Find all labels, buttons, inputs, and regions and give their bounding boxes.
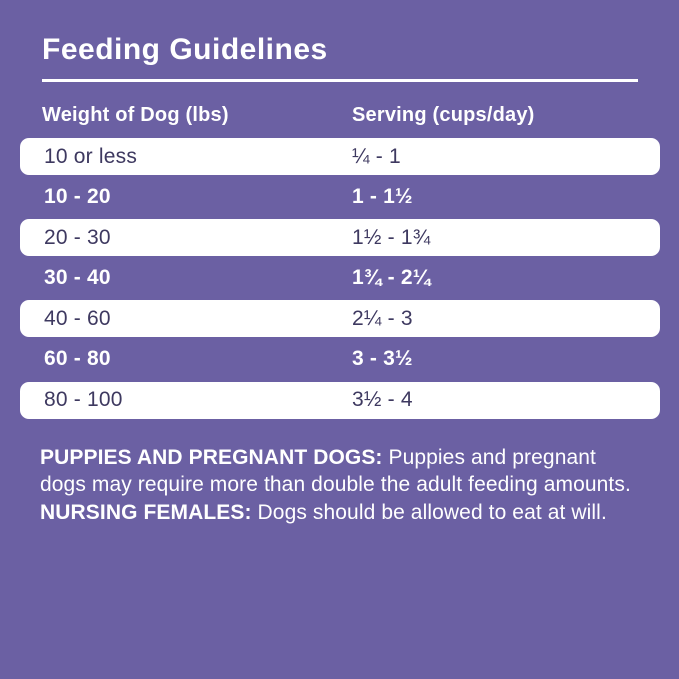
serving-cell: 2¼ - 3 — [352, 306, 413, 330]
footnote-bold-nursing: NURSING FEMALES: — [40, 500, 252, 524]
serving-cell: 1½ - 1¾ — [352, 225, 431, 249]
table-row: 10 or less ¼ - 1 — [20, 138, 660, 175]
column-header-weight: Weight of Dog (lbs) — [42, 104, 229, 126]
table-row: 80 - 100 3½ - 4 — [20, 381, 660, 419]
table-row: 20 - 30 1½ - 1¾ — [20, 219, 660, 257]
table-row: 10 - 20 1 - 1½ — [20, 177, 660, 218]
footnote-bold-puppies: PUPPIES AND PREGNANT DOGS: — [40, 445, 383, 469]
table-row: 40 - 60 2¼ - 3 — [20, 300, 660, 338]
weight-cell: 40 - 60 — [44, 306, 111, 330]
weight-cell: 10 - 20 — [44, 185, 111, 209]
table-row: 30 - 40 1¾ - 2¼ — [20, 258, 660, 299]
weight-cell: 10 or less — [44, 144, 138, 168]
column-header-serving: Serving (cups/day) — [352, 104, 535, 126]
footnote-text-puppies: Puppies and pregnant dogs may require mo… — [40, 445, 631, 497]
weight-cell: 60 - 80 — [44, 347, 111, 371]
feeding-table: 10 or less ¼ - 1 10 - 20 1 - 1½ 20 - 30 … — [20, 138, 660, 419]
title-divider — [42, 79, 638, 82]
footnote-text-nursing: Dogs should be allowed to eat at will. — [251, 500, 607, 524]
table-row: 60 - 80 3 - 3½ — [20, 339, 660, 380]
feeding-footnote: PUPPIES AND PREGNANT DOGS: Puppies and p… — [40, 444, 632, 527]
serving-cell: 3½ - 4 — [352, 388, 413, 412]
weight-cell: 20 - 30 — [44, 225, 111, 249]
page-title: Feeding Guidelines — [42, 33, 328, 66]
serving-cell: 3 - 3½ — [352, 347, 413, 371]
serving-cell: 1¾ - 2¼ — [352, 266, 431, 290]
serving-cell: 1 - 1½ — [352, 185, 413, 209]
weight-cell: 30 - 40 — [44, 266, 111, 290]
serving-cell: ¼ - 1 — [352, 144, 401, 168]
table-column-headers: Weight of Dog (lbs) Serving (cups/day) — [0, 104, 679, 128]
weight-cell: 80 - 100 — [44, 388, 123, 412]
